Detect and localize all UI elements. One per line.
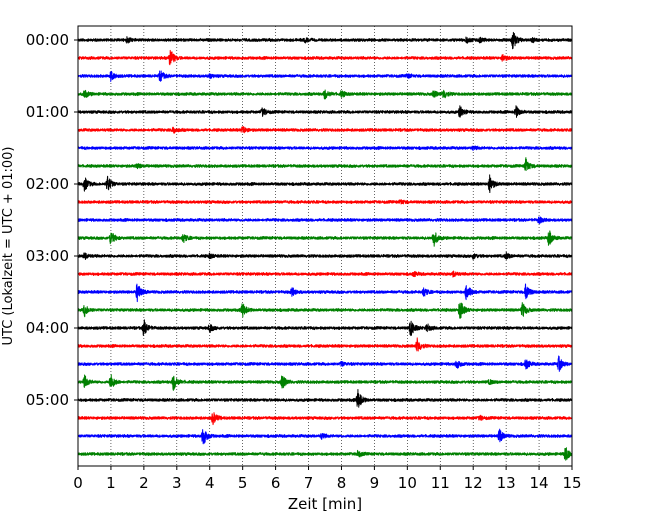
x-tick-label: 12 bbox=[464, 474, 483, 492]
x-axis-label: Zeit [min] bbox=[288, 495, 362, 513]
trace-line bbox=[77, 199, 573, 205]
x-tick-label: 9 bbox=[370, 474, 380, 492]
trace-line bbox=[77, 70, 573, 82]
traces bbox=[77, 31, 573, 461]
trace-line bbox=[77, 302, 573, 319]
y-tick-label: 05:00 bbox=[26, 391, 69, 409]
trace-line bbox=[77, 174, 573, 194]
x-tick-label: 1 bbox=[106, 474, 116, 492]
x-tick-label: 3 bbox=[172, 474, 182, 492]
trace-line bbox=[77, 412, 573, 426]
trace-line bbox=[77, 374, 573, 391]
y-axis: 00:00 01:00 02:00 03:00 04:00 05:00 bbox=[26, 31, 78, 409]
trace-line bbox=[77, 355, 573, 372]
y-tick-label: 04:00 bbox=[26, 319, 69, 337]
trace-line bbox=[77, 319, 573, 337]
x-tick-label: 11 bbox=[431, 474, 450, 492]
y-tick-label: 02:00 bbox=[26, 175, 69, 193]
x-tick-label: 15 bbox=[562, 474, 581, 492]
trace-line bbox=[77, 89, 573, 100]
trace-line bbox=[77, 157, 573, 172]
x-tick-label: 10 bbox=[398, 474, 417, 492]
y-tick-label: 00:00 bbox=[26, 31, 69, 49]
trace-line bbox=[77, 230, 573, 247]
trace-line bbox=[77, 216, 573, 225]
trace-line bbox=[77, 337, 573, 352]
trace-line bbox=[77, 145, 573, 152]
x-tick-label: 8 bbox=[337, 474, 347, 492]
x-tick-label: 4 bbox=[205, 474, 215, 492]
x-tick-label: 13 bbox=[497, 474, 516, 492]
trace-line bbox=[77, 251, 573, 260]
x-tick-label: 6 bbox=[271, 474, 281, 492]
x-tick-label: 7 bbox=[304, 474, 314, 492]
y-axis-label: UTC (Lokalzeit = UTC + 01:00) bbox=[1, 147, 16, 346]
trace-line bbox=[77, 283, 573, 303]
plot-frame bbox=[77, 25, 573, 467]
trace-line bbox=[77, 31, 573, 50]
trace-line bbox=[77, 49, 573, 66]
y-tick-label: 01:00 bbox=[26, 103, 69, 121]
x-tick-label: 14 bbox=[530, 474, 549, 492]
trace-line bbox=[77, 428, 573, 445]
x-axis: 0 1 2 3 4 5 6 7 8 9 10 11 12 13 14 15 bbox=[73, 466, 582, 492]
y-tick-label: 03:00 bbox=[26, 247, 69, 265]
x-tick-label: 2 bbox=[139, 474, 149, 492]
trace-line bbox=[77, 126, 573, 134]
trace-line bbox=[77, 447, 573, 461]
trace-line bbox=[77, 105, 573, 118]
x-tick-label: 5 bbox=[238, 474, 248, 492]
trace-line bbox=[77, 389, 573, 408]
trace-line bbox=[77, 270, 573, 278]
grid bbox=[110, 26, 540, 466]
x-tick-label: 0 bbox=[73, 474, 83, 492]
